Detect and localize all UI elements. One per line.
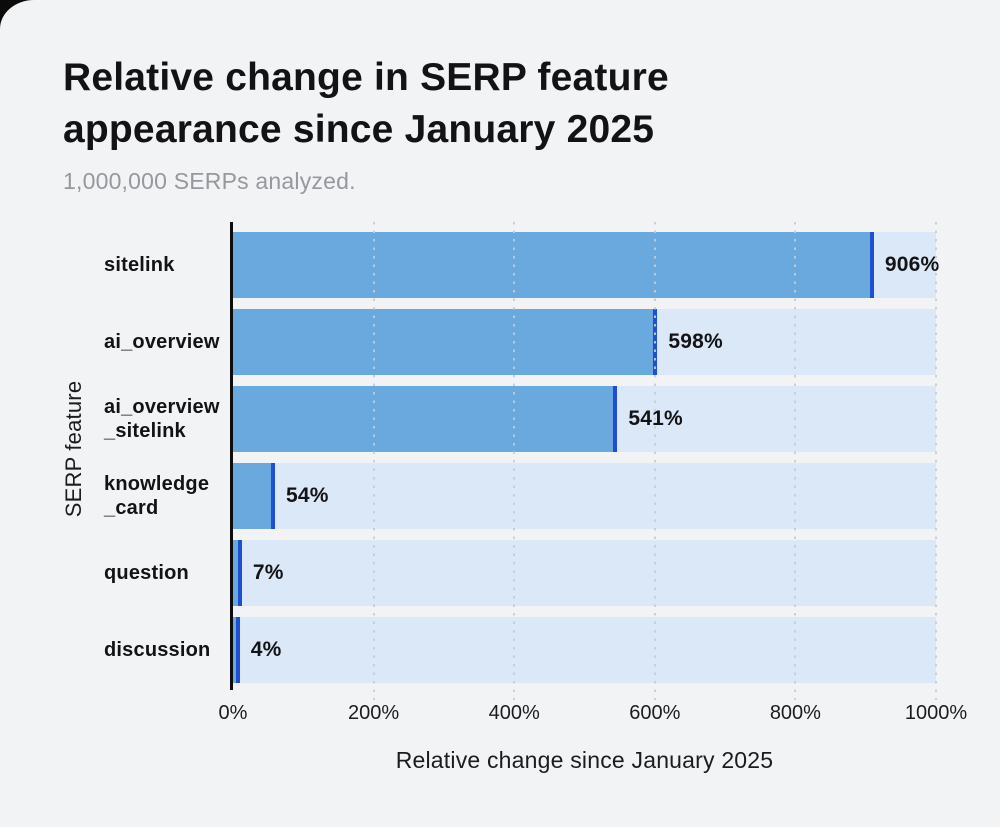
bar-value-label: 54% xyxy=(285,484,329,507)
gridline xyxy=(794,222,797,700)
category-label: ai_overview _sitelink xyxy=(104,396,220,442)
x-tick-label: 200% xyxy=(348,702,400,724)
gridline xyxy=(372,222,375,700)
bar-row: 906% xyxy=(233,232,939,298)
bar-endcap xyxy=(270,463,275,529)
bar-fill xyxy=(233,386,614,452)
bar-value-label: 906% xyxy=(884,253,940,276)
bar-row: 54% xyxy=(233,463,936,529)
chart-title: Relative change in SERP feature appearanc… xyxy=(63,52,883,156)
x-tick-label: 1000% xyxy=(904,702,968,724)
bar-endcap xyxy=(869,232,874,298)
bar-fill xyxy=(233,232,870,298)
category-label: knowledge _card xyxy=(104,473,210,519)
bar-endcap xyxy=(237,540,242,606)
page-corner-decoration xyxy=(0,0,34,29)
gridline xyxy=(653,222,656,700)
x-tick-label: 0% xyxy=(218,702,248,724)
chart-title-line1: Relative change in SERP feature xyxy=(63,56,669,99)
chart-subtitle: 1,000,000 SERPs analyzed. xyxy=(63,168,356,194)
x-tick-label: 600% xyxy=(629,702,681,724)
category-label: discussion xyxy=(104,639,211,661)
bar-value-label: 598% xyxy=(668,330,723,353)
bar-row: 541% xyxy=(233,386,936,452)
bar-track xyxy=(233,617,936,683)
bar-endcap xyxy=(235,617,240,683)
bar-row: 598% xyxy=(233,309,936,375)
chart-title-line2: appearance since January 2025 xyxy=(63,108,655,151)
x-axis-title: Relative change since January 2025 xyxy=(395,747,774,773)
bar-fill xyxy=(233,309,654,375)
bar-fill xyxy=(233,617,236,683)
bar-fill xyxy=(233,540,238,606)
bar-row: 7% xyxy=(233,540,936,606)
category-label: question xyxy=(104,562,189,584)
bar-endcap xyxy=(613,386,618,452)
bar-track xyxy=(233,463,936,529)
gridline xyxy=(935,222,937,700)
x-tick-label: 400% xyxy=(488,702,540,724)
category-label: ai_overview xyxy=(104,331,220,353)
plot-area: 906% 598% 541% 54% 7% 4% xyxy=(230,222,939,700)
y-axis-line xyxy=(230,222,233,690)
y-axis-title: SERP feature xyxy=(61,380,86,518)
bar-value-label: 4% xyxy=(250,638,282,661)
category-label: sitelink xyxy=(104,254,175,276)
gridline xyxy=(513,222,516,700)
x-axis-ticks: 0% 200% 400% 600% 800% 1000% xyxy=(219,702,968,728)
bar-fill xyxy=(233,463,271,529)
bar-row: 4% xyxy=(233,617,936,683)
bar-value-label: 7% xyxy=(252,561,284,584)
bar-track xyxy=(233,540,936,606)
x-tick-label: 800% xyxy=(769,702,821,724)
